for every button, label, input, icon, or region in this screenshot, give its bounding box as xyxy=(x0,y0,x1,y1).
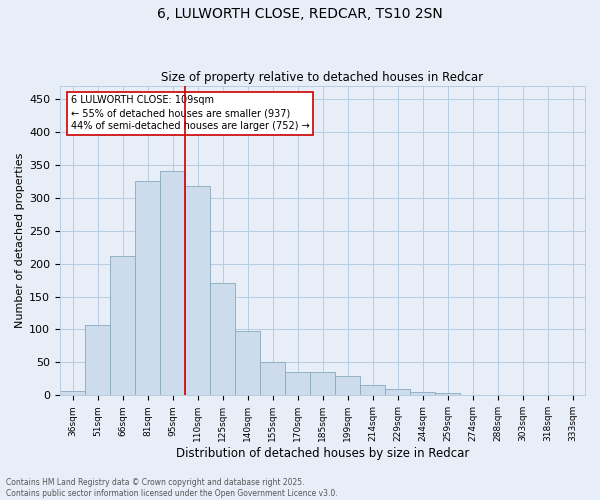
Bar xyxy=(260,362,285,396)
Bar xyxy=(235,331,260,396)
Text: 6, LULWORTH CLOSE, REDCAR, TS10 2SN: 6, LULWORTH CLOSE, REDCAR, TS10 2SN xyxy=(157,8,443,22)
Bar xyxy=(485,394,510,396)
Bar xyxy=(460,394,485,396)
Text: Contains HM Land Registry data © Crown copyright and database right 2025.
Contai: Contains HM Land Registry data © Crown c… xyxy=(6,478,338,498)
Bar xyxy=(285,372,310,396)
Bar xyxy=(360,386,385,396)
Bar xyxy=(310,372,335,396)
Bar xyxy=(85,325,110,396)
Bar xyxy=(435,392,460,396)
Bar xyxy=(110,256,135,396)
Bar xyxy=(185,186,210,396)
Bar xyxy=(135,181,160,396)
Bar xyxy=(385,390,410,396)
Bar xyxy=(210,284,235,396)
Bar xyxy=(410,392,435,396)
Y-axis label: Number of detached properties: Number of detached properties xyxy=(15,153,25,328)
Text: 6 LULWORTH CLOSE: 109sqm
← 55% of detached houses are smaller (937)
44% of semi-: 6 LULWORTH CLOSE: 109sqm ← 55% of detach… xyxy=(71,95,309,132)
Bar xyxy=(60,390,85,396)
Title: Size of property relative to detached houses in Redcar: Size of property relative to detached ho… xyxy=(161,72,484,85)
X-axis label: Distribution of detached houses by size in Redcar: Distribution of detached houses by size … xyxy=(176,447,469,460)
Bar xyxy=(560,394,585,396)
Bar xyxy=(160,172,185,396)
Bar xyxy=(335,376,360,396)
